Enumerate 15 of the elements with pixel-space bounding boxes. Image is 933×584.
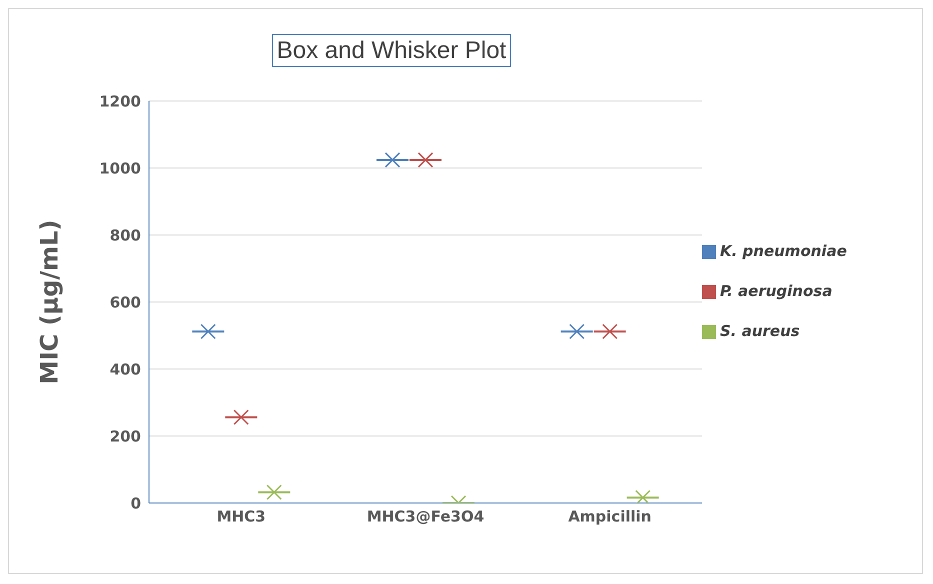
y-tick-label: 1000 — [99, 159, 141, 178]
legend-label: K. pneumoniae — [720, 242, 847, 260]
legend-label: S. aureus — [720, 322, 800, 340]
y-tick-label: 200 — [110, 427, 141, 446]
chart-title: Box and Whisker Plot — [272, 34, 512, 67]
legend-label: P. aeruginosa — [720, 282, 832, 300]
y-tick-label: 1200 — [99, 92, 141, 110]
y-tick-label: 0 — [130, 494, 141, 512]
x-tick-label: MHC3 — [216, 508, 266, 526]
x-tick-label: Ampicillin — [568, 508, 652, 526]
y-tick-label: 600 — [110, 293, 141, 312]
y-tick-label: 400 — [110, 360, 141, 378]
y-tick-label: 800 — [110, 226, 141, 244]
x-tick-label: MHC3@Fe3O4 — [366, 508, 484, 526]
y-axis-title: MIC (µg/mL) — [36, 220, 64, 384]
